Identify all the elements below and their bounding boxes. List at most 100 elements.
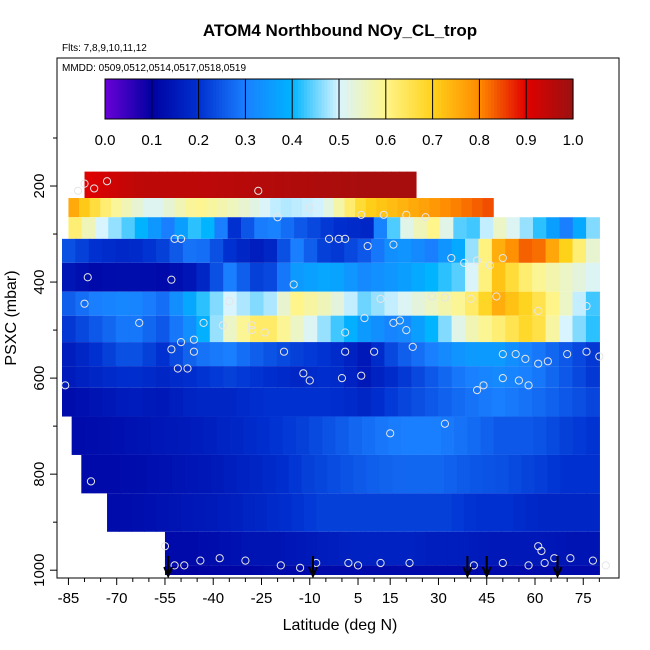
heatmap-cell	[169, 315, 184, 343]
heatmap-cell	[115, 238, 130, 263]
heatmap-cell	[340, 454, 354, 494]
data-point-marker	[337, 374, 347, 383]
heatmap-cell	[545, 315, 560, 343]
colorbar-tick-label: 0.4	[282, 132, 303, 149]
heatmap-cell	[312, 198, 324, 218]
colorbar-swatch	[128, 79, 132, 119]
heatmap-cell	[501, 565, 514, 575]
data-point-marker	[341, 347, 350, 356]
heatmap-cell	[217, 198, 229, 218]
heatmap-cell	[465, 387, 480, 417]
heatmap-cell	[129, 342, 144, 367]
heatmap-cell	[275, 454, 290, 494]
heatmap-cell	[142, 291, 157, 316]
heatmap-cell	[572, 416, 587, 455]
heatmap-cell	[258, 171, 268, 199]
heatmap-cell	[121, 217, 136, 239]
colorbar-swatch	[406, 79, 410, 119]
heatmap-cell	[263, 342, 278, 367]
colorbar-swatch	[216, 79, 220, 119]
data-point-marker	[189, 335, 199, 344]
data-point-marker	[402, 210, 411, 219]
colorbar-swatch	[230, 79, 235, 119]
colorbar-swatch	[283, 79, 287, 119]
heatmap-cell	[156, 387, 171, 417]
heatmap-cell	[586, 416, 600, 455]
heatmap-cell	[555, 531, 568, 566]
heatmap-cell	[357, 291, 372, 316]
heatmap-cell	[478, 291, 493, 316]
colorbar-swatch	[432, 79, 437, 119]
data-points	[61, 177, 610, 572]
heatmap-cell	[303, 342, 318, 367]
heatmap-cell	[478, 342, 493, 367]
heatmap-cell	[177, 416, 191, 455]
y-tick-label: 600	[31, 366, 48, 391]
heatmap-cell	[88, 387, 103, 417]
heatmap-cell	[208, 531, 220, 566]
colorbar-swatch	[494, 79, 498, 119]
colorbar-swatch	[540, 79, 545, 119]
heatmap-cell	[521, 454, 536, 494]
data-point-marker	[135, 318, 144, 327]
heatmap-cell	[375, 416, 389, 455]
heatmap-cell	[344, 198, 356, 218]
data-point-marker	[540, 558, 549, 568]
flight-arrow	[552, 556, 563, 579]
colorbar-tick-label: 0.0	[95, 132, 116, 149]
colorbar-swatch	[450, 79, 454, 119]
heatmap-cell	[519, 217, 534, 239]
heatmap-cell	[469, 454, 484, 494]
heatmap-cell	[566, 531, 579, 566]
data-point-marker	[405, 558, 414, 568]
heatmap-cell	[88, 366, 103, 388]
colorbar-swatch	[169, 79, 173, 119]
heatmap-cell	[338, 565, 351, 575]
heatmap-cell	[283, 171, 293, 199]
heatmap-cell	[559, 262, 574, 292]
heatmap-cell	[62, 366, 77, 388]
heatmap-cell	[390, 493, 404, 532]
heatmap-cell	[182, 291, 197, 316]
heatmap-cell	[382, 531, 394, 566]
data-point-marker	[479, 381, 488, 390]
heatmap-cell	[168, 493, 182, 532]
heatmap-cell	[467, 416, 482, 455]
data-point-marker	[582, 347, 591, 356]
heatmap-cell	[306, 565, 318, 575]
colorbar-swatch	[295, 79, 299, 119]
data-point-marker	[447, 253, 456, 263]
heatmap-cell	[276, 315, 291, 343]
data-point-marker	[408, 342, 417, 351]
heatmap-cell	[209, 366, 224, 388]
colorbar-swatch	[248, 79, 252, 119]
heatmap-cell	[344, 342, 359, 367]
colorbar-swatch	[420, 79, 425, 119]
data-point-marker	[498, 253, 507, 263]
data-point-marker	[176, 337, 186, 347]
heatmap-cell	[451, 291, 466, 316]
heatmap-cell	[248, 198, 261, 218]
data-point-marker	[196, 556, 205, 565]
data-point-marker	[341, 234, 350, 243]
data-point-marker	[247, 321, 256, 330]
heatmap-cell	[366, 454, 380, 494]
heatmap-cell	[276, 262, 291, 292]
heatmap-cell	[209, 262, 224, 292]
heatmap-cell	[223, 262, 238, 292]
heatmap-cell	[550, 493, 564, 532]
heatmap-cell	[402, 493, 416, 532]
heatmap-cell	[62, 262, 77, 292]
heatmap-cell	[366, 171, 376, 199]
heatmap-cell	[408, 198, 420, 218]
colorbar-swatch	[145, 79, 150, 119]
heatmap-cell	[214, 217, 229, 239]
heatmap-cell	[572, 291, 587, 316]
heatmap-cell	[382, 565, 394, 575]
heatmap-cell	[146, 454, 160, 494]
colorbar-swatch	[262, 79, 267, 119]
heatmap-cell	[585, 366, 600, 388]
heatmap-cell	[545, 387, 560, 417]
data-point-marker	[273, 213, 282, 222]
heatmap-cell	[577, 531, 590, 566]
